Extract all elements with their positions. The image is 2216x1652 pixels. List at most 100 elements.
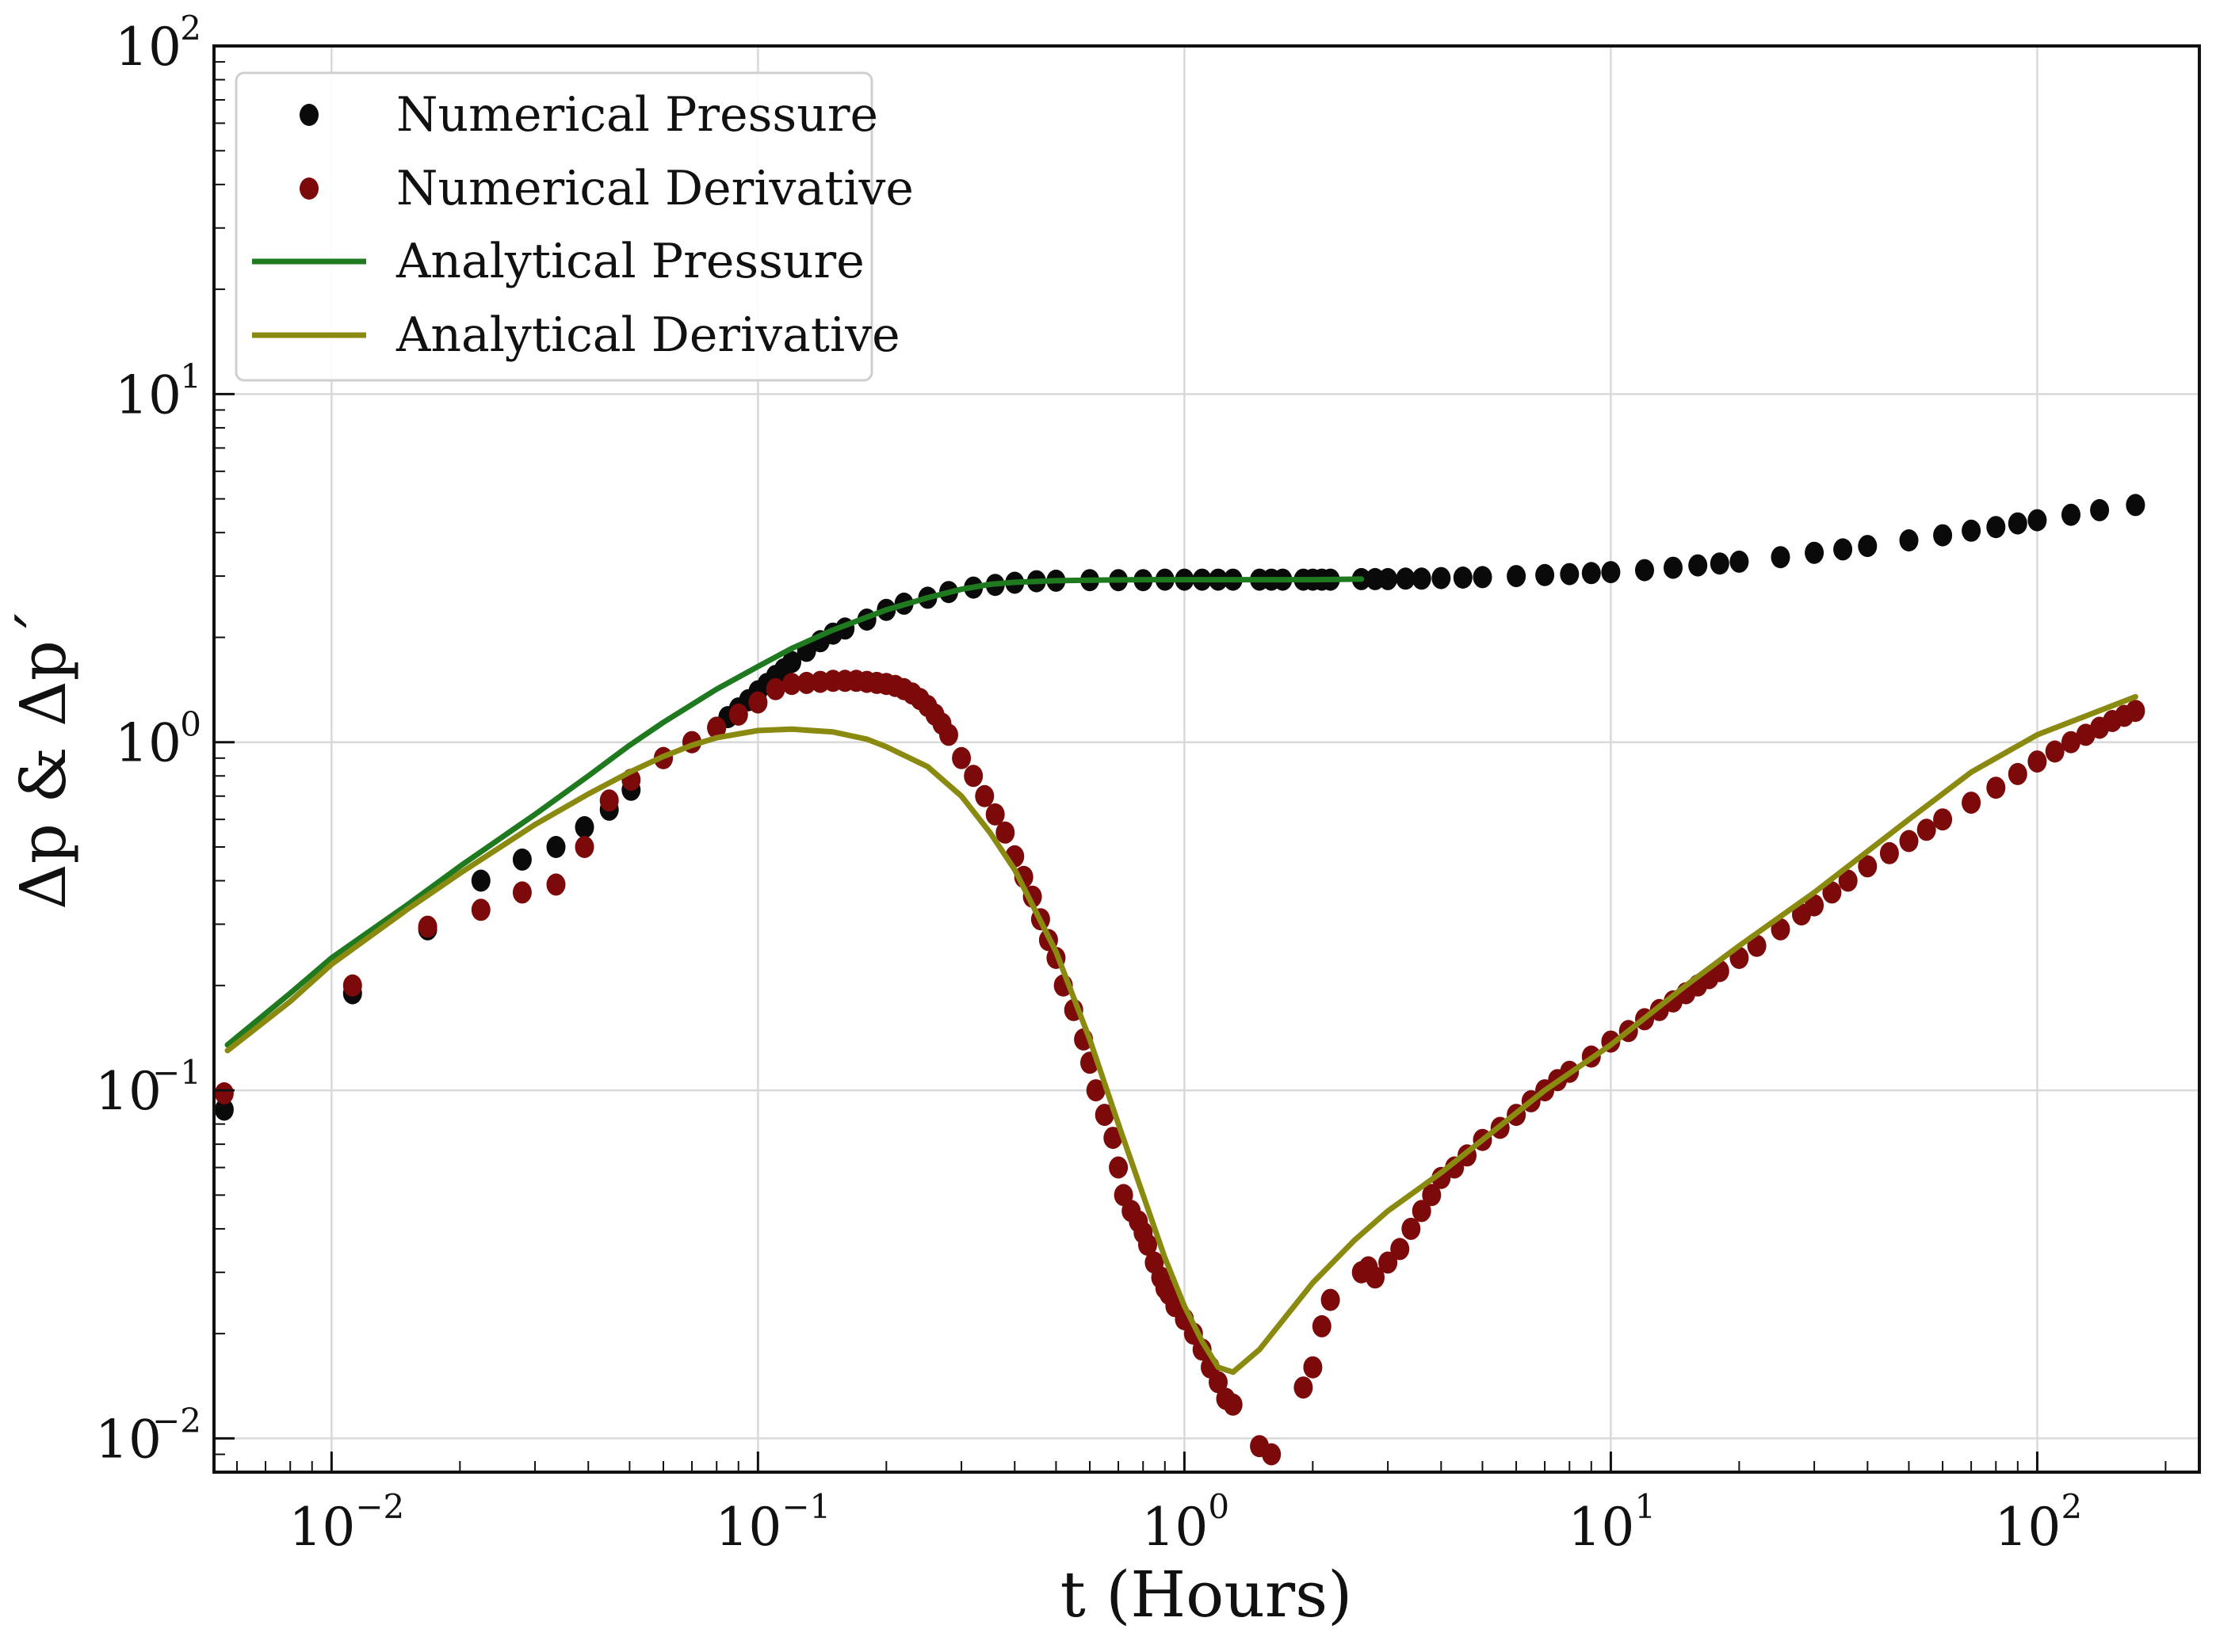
y-tick-label-base: 10 <box>115 713 181 774</box>
numerical-derivative-point <box>1899 830 1919 853</box>
numerical-derivative-point <box>1262 1443 1282 1466</box>
numerical-derivative-point <box>1916 818 1936 841</box>
x-tick-label: 10 −2 <box>288 1487 404 1558</box>
numerical-derivative-point <box>1138 1234 1157 1256</box>
numerical-derivative-point <box>2027 750 2047 773</box>
numerical-pressure-point <box>1396 567 1416 590</box>
numerical-derivative-point <box>1095 1104 1114 1127</box>
legend-item-analytical-derivative: Analytical Derivative <box>252 307 900 363</box>
numerical-pressure-point <box>1833 538 1853 561</box>
numerical-derivative-point <box>1223 1393 1243 1416</box>
numerical-pressure-point <box>512 848 532 871</box>
y-tick-label-base: 10 <box>115 17 181 78</box>
numerical-derivative-point <box>2061 731 2080 754</box>
numerical-pressure-point <box>2090 498 2110 521</box>
numerical-pressure-point <box>1710 552 1729 575</box>
x-tick-label-base: 10 <box>1141 1497 1208 1558</box>
numerical-derivative-point <box>2008 762 2027 785</box>
numerical-pressure-point <box>1378 567 1398 590</box>
numerical-derivative-point <box>707 716 727 739</box>
numerical-derivative-point <box>1933 808 1953 831</box>
legend-swatch-marker <box>300 177 319 200</box>
y-tick-label: 110 <box>115 357 201 425</box>
numerical-derivative-point <box>599 789 619 812</box>
y-tick-label-exponent: 1 <box>180 357 201 395</box>
numerical-derivative-point <box>418 915 437 938</box>
numerical-derivative-point <box>1412 1200 1431 1223</box>
numerical-pressure-point <box>1507 565 1526 588</box>
x-tick-label: 10 −1 <box>715 1487 831 1558</box>
numerical-pressure-point <box>1664 556 1683 579</box>
numerical-pressure-point <box>1899 529 1919 551</box>
x-tick-label-exponent: 1 <box>1634 1487 1656 1526</box>
x-tick-label-exponent: −1 <box>781 1487 831 1526</box>
y-tick-label-base: 10 <box>95 1409 162 1470</box>
series-analytical-derivative <box>224 693 2138 1375</box>
x-tick-label-base: 10 <box>715 1497 781 1558</box>
numerical-derivative-point <box>1858 855 1878 878</box>
numerical-derivative-point <box>471 898 491 921</box>
numerical-derivative-point <box>1838 869 1858 892</box>
numerical-derivative-point <box>1293 1376 1313 1399</box>
numerical-pressure-point <box>2027 509 2047 532</box>
numerical-derivative-point <box>1366 1266 1385 1289</box>
numerical-pressure-point <box>1986 516 2006 539</box>
x-tick-label-base: 10 <box>1568 1497 1634 1558</box>
y-tick-label-base: 10 <box>115 364 181 425</box>
numerical-pressure-point <box>1535 563 1555 586</box>
numerical-pressure-point <box>1962 519 1981 542</box>
numerical-derivative-point <box>1312 1314 1332 1337</box>
numerical-derivative-point <box>1879 841 1899 864</box>
numerical-derivative-point <box>748 691 768 714</box>
numerical-derivative-point <box>1962 792 1981 815</box>
analytical-derivative-line <box>224 693 2138 1375</box>
numerical-derivative-point <box>964 765 984 788</box>
numerical-pressure-point <box>1581 562 1601 585</box>
numerical-pressure-point <box>1412 567 1431 590</box>
numerical-pressure-point <box>1560 563 1580 586</box>
y-tick-label: 010 <box>115 705 201 774</box>
x-tick-label-exponent: −2 <box>355 1487 404 1526</box>
legend-swatch-marker <box>300 104 319 126</box>
x-tick-label: 10 0 <box>1141 1487 1229 1558</box>
numerical-pressure-point <box>1858 535 1878 558</box>
numerical-pressure-point <box>575 816 594 838</box>
numerical-pressure-point <box>1635 559 1654 582</box>
numerical-derivative-point <box>1209 1371 1228 1394</box>
numerical-derivative-point <box>1805 894 1824 917</box>
numerical-derivative-point <box>1401 1217 1421 1240</box>
numerical-derivative-point <box>1086 1079 1106 1102</box>
grid-lines <box>214 46 2199 1472</box>
numerical-pressure-point <box>471 869 491 892</box>
numerical-derivative-point <box>952 746 972 769</box>
numerical-derivative-point <box>1445 1156 1465 1179</box>
numerical-derivative-point <box>1109 1156 1129 1179</box>
y-axis-label: Δp & Δp´ <box>6 609 80 910</box>
numerical-pressure-point <box>1453 567 1473 589</box>
numerical-pressure-point <box>1933 524 1953 547</box>
numerical-derivative-point <box>1320 1288 1340 1311</box>
numerical-derivative-point <box>1303 1356 1323 1379</box>
numerical-pressure-point <box>1729 550 1749 573</box>
numerical-derivative-point <box>214 1082 234 1105</box>
numerical-derivative-point <box>512 881 532 904</box>
numerical-derivative-point <box>1378 1251 1398 1274</box>
numerical-derivative-point <box>1986 776 2006 799</box>
numerical-pressure-point <box>782 650 801 673</box>
x-tick-label: 10 2 <box>1994 1487 2082 1558</box>
series-numerical-pressure <box>214 494 2145 1121</box>
axis-ticks <box>214 44 2167 1472</box>
analytical-pressure-line <box>224 576 1365 1048</box>
legend-label: Analytical Derivative <box>395 307 900 363</box>
y-tick-label-base: 10 <box>95 1061 162 1122</box>
y-tick-label: −210 <box>95 1401 201 1470</box>
numerical-derivative-point <box>546 873 566 896</box>
legend-label: Analytical Pressure <box>395 234 865 289</box>
numerical-pressure-point <box>2126 494 2145 517</box>
numerical-pressure-point <box>1601 561 1621 584</box>
numerical-derivative-point <box>975 784 995 807</box>
numerical-derivative-point <box>1771 918 1790 940</box>
legend-item-numerical-pressure: Numerical Pressure <box>300 87 878 143</box>
numerical-pressure-point <box>2061 503 2080 526</box>
